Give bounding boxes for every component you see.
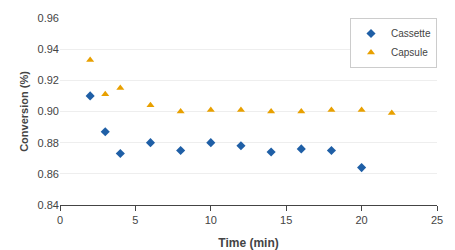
svg-text:20: 20	[355, 214, 367, 226]
svg-text:15: 15	[280, 214, 292, 226]
svg-text:25: 25	[431, 214, 443, 226]
svg-text:0.84: 0.84	[38, 199, 59, 211]
svg-text:0.90: 0.90	[38, 105, 59, 117]
svg-text:0.96: 0.96	[38, 12, 59, 24]
svg-text:Cassette: Cassette	[391, 28, 431, 39]
svg-text:0.92: 0.92	[38, 74, 59, 86]
svg-text:0.94: 0.94	[38, 43, 59, 55]
svg-text:5: 5	[132, 214, 138, 226]
svg-text:Conversion (%): Conversion (%)	[18, 71, 30, 152]
svg-text:0: 0	[57, 214, 63, 226]
svg-text:0.86: 0.86	[38, 168, 59, 180]
svg-text:Time (min): Time (min)	[218, 236, 278, 250]
svg-text:Capsule: Capsule	[391, 47, 428, 58]
svg-text:10: 10	[205, 214, 217, 226]
svg-text:0.88: 0.88	[38, 137, 59, 149]
